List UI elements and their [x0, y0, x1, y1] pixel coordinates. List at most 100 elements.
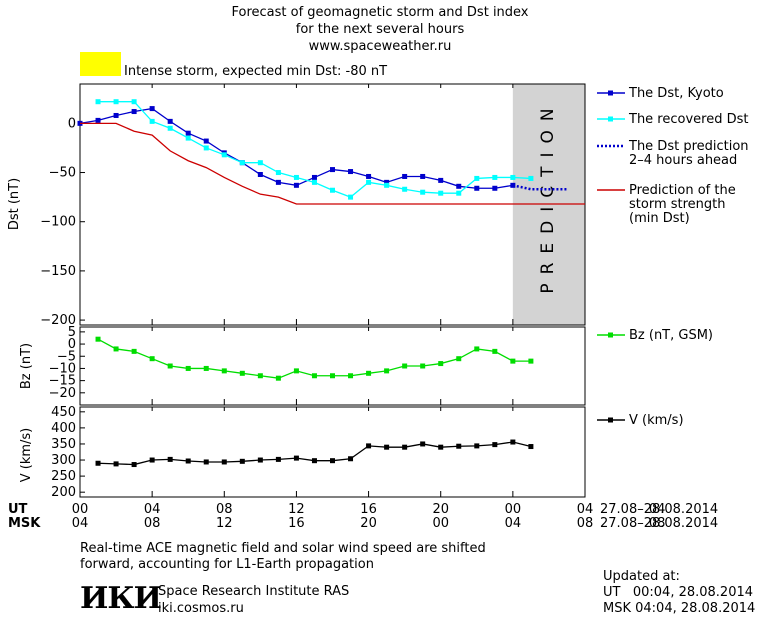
- y-tick-label: 200: [51, 485, 76, 500]
- data-point: [113, 99, 119, 105]
- y-tick-label: −50: [49, 166, 76, 181]
- institute-site[interactable]: iki.cosmos.ru: [158, 601, 244, 616]
- data-point: [257, 457, 263, 463]
- ut-tick-label: 04: [144, 502, 161, 517]
- data-point: [149, 457, 155, 463]
- y-tick-label: 0: [68, 116, 76, 131]
- data-point: [366, 443, 372, 449]
- data-point: [221, 459, 227, 465]
- legend-label: Prediction of the: [629, 183, 736, 198]
- data-point: [275, 170, 281, 176]
- legend-label: Bz (nT, GSM): [629, 328, 713, 343]
- data-point: [257, 373, 263, 379]
- y-tick-label: 450: [51, 405, 76, 420]
- data-point: [384, 368, 390, 374]
- data-point: [348, 373, 354, 379]
- msk-tick-label: 00: [432, 516, 449, 531]
- y-axis-label: V (km/s): [19, 428, 34, 483]
- data-point: [185, 365, 191, 371]
- data-point: [438, 361, 444, 367]
- data-point: [366, 179, 372, 185]
- data-point: [474, 346, 480, 352]
- storm-status-text: Intense storm, expected min Dst: -80 nT: [124, 64, 388, 79]
- ut-tick-label: 08: [216, 502, 233, 517]
- data-point: [330, 167, 335, 173]
- y-tick-label: 400: [51, 421, 76, 436]
- legend-marker: [608, 116, 613, 122]
- y-tick-label: −150: [40, 264, 76, 279]
- data-point: [149, 106, 155, 112]
- data-point: [203, 145, 209, 151]
- ut-tick-label: 16: [360, 502, 377, 517]
- storm-status-swatch: [80, 52, 121, 76]
- data-point: [528, 175, 534, 181]
- data-point: [185, 135, 191, 141]
- data-point: [311, 174, 317, 180]
- series-line-1-3: [512, 184, 567, 191]
- data-point: [311, 458, 317, 464]
- propagation-note-line2: forward, accounting for L1-Earth propaga…: [80, 557, 374, 572]
- data-point: [131, 109, 137, 115]
- data-point: [348, 194, 354, 200]
- data-point: [348, 456, 354, 462]
- data-point: [528, 444, 534, 450]
- msk-tick-label: 08: [649, 516, 666, 531]
- data-point: [203, 459, 209, 465]
- ut-tick-label: 00: [505, 502, 522, 517]
- ut-tick-label: 20: [432, 502, 449, 517]
- data-point: [366, 173, 372, 179]
- iki-logo: ИКИ: [80, 581, 162, 616]
- data-point: [167, 363, 173, 369]
- chart-title-line2: for the next several hours: [295, 22, 465, 37]
- y-tick-label: 250: [51, 469, 76, 484]
- data-point: [402, 186, 408, 192]
- legend-label: The Dst prediction: [628, 139, 749, 154]
- data-point: [167, 118, 173, 124]
- y-tick-label: −100: [40, 215, 76, 230]
- data-point: [113, 346, 119, 352]
- updated-ut: UT 00:04, 28.08.2014: [603, 585, 754, 600]
- data-point: [131, 348, 137, 354]
- data-point: [203, 365, 209, 371]
- series-line-1-4: [80, 122, 585, 205]
- data-point: [293, 455, 299, 461]
- data-point: [366, 370, 372, 376]
- data-point: [474, 443, 480, 449]
- data-point: [402, 363, 408, 369]
- ut-tick-label: 04: [649, 502, 666, 517]
- data-point: [456, 190, 462, 196]
- ut-tick-label: 00: [72, 502, 89, 517]
- data-point: [420, 363, 426, 369]
- y-tick-label: −15: [49, 374, 76, 389]
- data-point: [311, 373, 317, 379]
- ut-tick-label: 12: [288, 502, 305, 517]
- y-tick-label: −200: [40, 313, 76, 328]
- data-point: [474, 185, 480, 191]
- data-point: [456, 356, 462, 362]
- data-point: [95, 117, 101, 123]
- data-point: [113, 461, 119, 467]
- data-point: [95, 460, 101, 466]
- legend-marker: [608, 417, 613, 423]
- y-tick-label: −10: [49, 361, 76, 376]
- updated-label: Updated at:: [603, 569, 680, 584]
- data-point: [456, 443, 462, 449]
- data-point: [95, 336, 101, 342]
- prediction-label: PREDICTION: [538, 99, 558, 293]
- y-tick-label: −5: [57, 349, 76, 364]
- data-point: [348, 169, 354, 175]
- data-point: [330, 373, 335, 379]
- data-point: [167, 125, 173, 131]
- msk-tick-label: 08: [577, 516, 594, 531]
- data-point: [330, 458, 335, 464]
- data-point: [221, 152, 227, 158]
- legend-label: (min Dst): [629, 211, 690, 226]
- institute-name: Space Research Institute RAS: [158, 584, 350, 599]
- propagation-note-line1: Real-time ACE magnetic field and solar w…: [80, 541, 486, 556]
- data-point: [492, 348, 498, 354]
- data-point: [257, 160, 263, 166]
- series-line-2-1: [97, 338, 531, 379]
- data-point: [438, 190, 444, 196]
- legend-label: storm strength: [629, 197, 726, 212]
- data-point: [510, 439, 516, 445]
